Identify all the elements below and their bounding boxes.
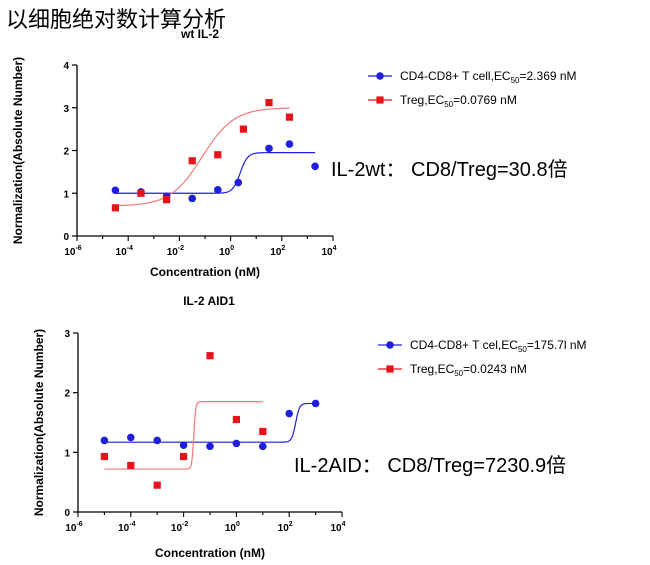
data-point-circle — [265, 144, 273, 153]
data-point-square — [153, 481, 161, 489]
data-point-square — [100, 452, 108, 461]
ratio-annotation: IL-2AID： CD8/Treg=7230.9倍 — [294, 454, 566, 477]
chart-title: wt IL-2 — [180, 27, 219, 41]
data-point-square — [259, 427, 267, 436]
data-point-circle — [188, 194, 196, 203]
y-tick-label: 1 — [64, 448, 70, 459]
data-point-circle — [285, 409, 294, 418]
x-tick-label: 102 — [270, 245, 285, 258]
x-tick-label: 100 — [225, 521, 240, 534]
x-tick-label: 10-4 — [116, 245, 133, 258]
data-point-circle — [206, 442, 214, 451]
x-axis-label: Concentration (nM) — [155, 546, 265, 560]
y-axis-label: Normalization(Absolute Number) — [32, 329, 46, 516]
data-point-square — [188, 157, 196, 165]
legend-entry: CD4-CD8+ T cel,EC50=175.7l nM — [410, 338, 587, 354]
data-point-circle — [311, 162, 319, 171]
ratio-annotation: IL-2wt： CD8/Treg=30.8倍 — [331, 158, 568, 181]
data-point-circle — [259, 442, 267, 451]
x-tick-label: 100 — [219, 245, 234, 258]
x-tick-label: 104 — [330, 521, 345, 534]
data-point-square — [127, 461, 135, 470]
y-tick-label: 2 — [63, 147, 69, 158]
data-point-circle — [111, 186, 120, 195]
chart-wt-il2: wt IL-2 0 1 2 3 4 10-6 10-4 10-2 100 102 104 Concent… — [11, 27, 577, 279]
x-tick-label: 10-6 — [64, 245, 81, 258]
data-point-square — [163, 196, 171, 204]
chart-title: IL-2 AID1 — [183, 294, 235, 308]
legend-marker-circle — [376, 72, 384, 80]
data-point-square — [206, 352, 214, 360]
legend-marker-square — [386, 365, 394, 373]
x-axis-label: Concentration (nM) — [150, 265, 260, 279]
legend-entry: Treg,EC50=0.0243 nM — [410, 362, 527, 378]
data-point-square — [265, 99, 273, 107]
y-tick-label: 0 — [63, 232, 69, 243]
y-tick-label: 2 — [64, 389, 70, 400]
data-point-circle — [127, 433, 135, 442]
legend-marker-square — [376, 96, 384, 104]
data-point-circle — [153, 436, 161, 445]
data-point-square — [232, 415, 240, 424]
data-point-square — [180, 452, 188, 461]
y-tick-label: 4 — [63, 61, 69, 72]
legend-entry: Treg,EC50=0.0769 nM — [400, 93, 517, 109]
y-tick-label: 1 — [63, 189, 69, 200]
y-tick-label: 3 — [63, 104, 69, 115]
data-point-circle — [285, 140, 294, 148]
fit-curve-cd8 — [104, 402, 316, 443]
data-point-circle — [311, 399, 320, 408]
data-point-square — [214, 151, 222, 159]
data-point-square — [137, 189, 145, 197]
x-tick-label: 104 — [321, 245, 336, 258]
fit-curve-cd8 — [115, 152, 316, 194]
page-title: 以细胞绝对数计算分析 — [6, 8, 227, 33]
data-point-circle — [179, 441, 188, 449]
fit-curve-treg — [115, 107, 290, 207]
data-point-square — [239, 125, 247, 133]
y-axis-label: Normalization(Absolute Number) — [11, 57, 25, 244]
x-tick-label: 10-4 — [118, 521, 135, 534]
data-point-circle — [100, 436, 109, 445]
data-point-square — [285, 113, 294, 121]
x-tick-label: 102 — [278, 521, 293, 534]
data-point-circle — [214, 186, 222, 194]
x-tick-label: 10-2 — [167, 245, 184, 258]
data-point-circle — [234, 178, 243, 187]
legend-entry: CD4-CD8+ T cell,EC50=2.369 nM — [400, 69, 577, 85]
data-point-circle — [232, 439, 241, 448]
x-tick-label: 10-2 — [171, 521, 188, 534]
legend-marker-circle — [386, 341, 394, 349]
data-point-square — [111, 204, 119, 212]
y-tick-label: 3 — [64, 329, 70, 340]
y-tick-label: 0 — [64, 508, 70, 519]
x-tick-label: 10-6 — [65, 521, 82, 534]
